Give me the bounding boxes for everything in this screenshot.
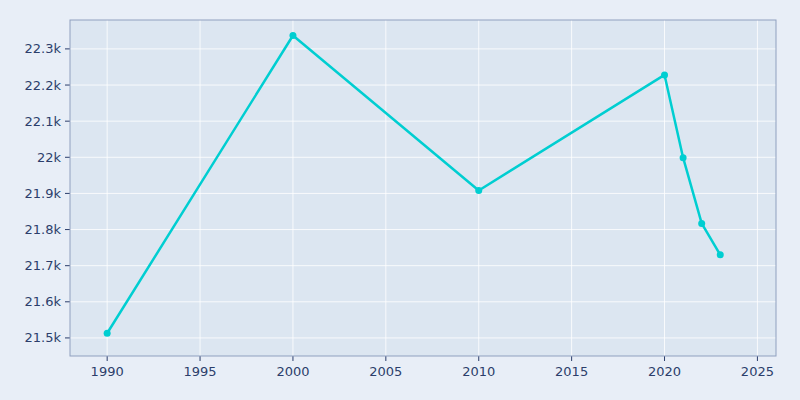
x-tick	[571, 356, 572, 361]
x-tick-label: 2025	[741, 364, 774, 379]
y-tick-label: 21.6k	[25, 294, 62, 309]
y-tick	[65, 229, 70, 230]
plot-frame	[70, 20, 776, 356]
axes: 1990 1995 2000 2005 2010 2015 2020 2025 21.5k 21.…	[25, 20, 776, 379]
x-tick-label: 2020	[648, 364, 681, 379]
y-grid-line	[70, 48, 776, 49]
y-tick-label: 22k	[37, 150, 62, 165]
x-tick	[292, 356, 293, 361]
x-tick-label: 2005	[369, 364, 402, 379]
point	[680, 154, 687, 161]
point	[698, 220, 705, 227]
y-grid-line	[70, 265, 776, 266]
y-tick-label: 21.8k	[25, 222, 62, 237]
grid	[70, 20, 776, 356]
y-tick-label: 22.3k	[25, 41, 62, 56]
x-grid-line	[385, 20, 386, 356]
x-tick	[757, 356, 758, 361]
y-tick-label: 21.7k	[25, 258, 62, 273]
x-tick-label: 2010	[462, 364, 495, 379]
point	[661, 71, 668, 78]
y-grid-line	[70, 193, 776, 194]
x-grid-line	[107, 20, 108, 356]
line	[107, 36, 720, 334]
x-tick	[664, 356, 665, 361]
y-grid-line	[70, 301, 776, 302]
x-grid-line	[664, 20, 665, 356]
y-grid-line	[70, 121, 776, 122]
plot-area	[70, 20, 776, 356]
y-grid-line	[70, 157, 776, 158]
x-grid-line	[757, 20, 758, 356]
x-tick	[385, 356, 386, 361]
y-tick-label: 21.9k	[25, 186, 62, 201]
x-grid-line	[200, 20, 201, 356]
y-tick	[65, 301, 70, 302]
x-tick	[478, 356, 479, 361]
point	[475, 187, 482, 194]
point	[104, 330, 111, 337]
y-tick-label: 22.1k	[25, 114, 62, 129]
x-tick-label: 2000	[276, 364, 309, 379]
point	[289, 32, 296, 39]
x-grid-line	[292, 20, 293, 356]
chart-svg: 1990 1995 2000 2005 2010 2015 2020 2025 21.5k 21.…	[0, 0, 800, 400]
point	[717, 251, 724, 258]
y-grid-line	[70, 85, 776, 86]
x-tick	[200, 356, 201, 361]
x-tick-label: 1990	[91, 364, 124, 379]
x-tick-label: 2015	[555, 364, 588, 379]
data-layer	[104, 32, 724, 337]
y-tick	[65, 265, 70, 266]
background	[0, 0, 800, 400]
y-tick-label: 21.5k	[25, 330, 62, 345]
y-tick	[65, 121, 70, 122]
x-grid-line	[571, 20, 572, 356]
x-tick-label: 1995	[184, 364, 217, 379]
y-grid-line	[70, 229, 776, 230]
y-tick	[65, 85, 70, 86]
y-tick-label: 22.2k	[25, 78, 62, 93]
x-tick	[107, 356, 108, 361]
y-tick	[65, 337, 70, 338]
y-tick	[65, 193, 70, 194]
y-grid-line	[70, 337, 776, 338]
y-tick	[65, 48, 70, 49]
y-tick	[65, 157, 70, 158]
chart-container: 1990 1995 2000 2005 2010 2015 2020 2025 21.5k 21.…	[0, 0, 800, 400]
